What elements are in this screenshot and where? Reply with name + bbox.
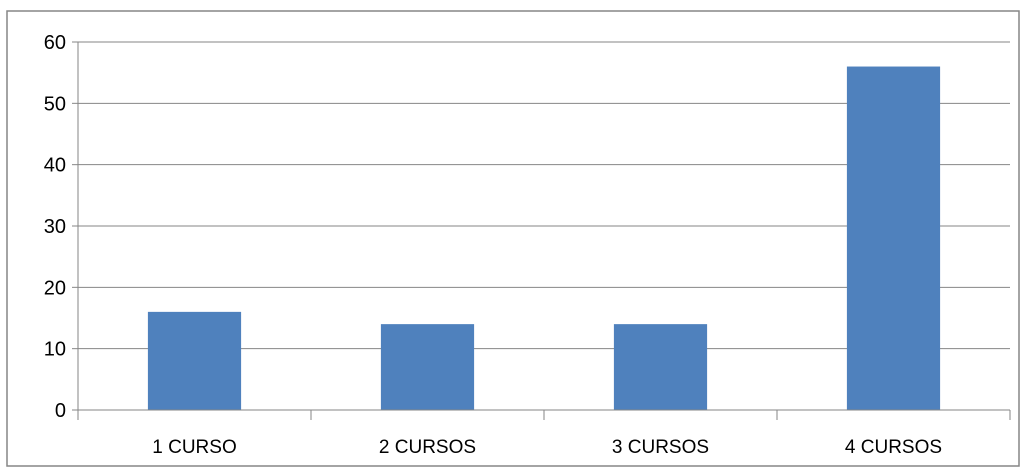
y-tick-label: 20 — [44, 277, 66, 299]
y-tick-labels: 0 10 20 30 40 50 60 — [44, 32, 66, 422]
bar-2 — [380, 324, 475, 410]
x-tick-labels: 1 CURSO 2 CURSOS 3 CURSOS 4 CURSOS — [152, 437, 942, 458]
y-tick-label: 0 — [55, 400, 66, 422]
y-tick-label: 60 — [44, 32, 66, 54]
x-tick-label: 2 CURSOS — [379, 437, 476, 458]
x-tick-label: 4 CURSOS — [845, 437, 942, 458]
bar-4 — [846, 66, 941, 411]
axes — [72, 41, 1011, 420]
y-tick-label: 40 — [44, 155, 66, 177]
x-tick-label: 1 CURSO — [152, 437, 236, 458]
y-tick-label: 30 — [44, 216, 66, 238]
y-tick-label: 50 — [44, 93, 66, 115]
x-tick-label: 3 CURSOS — [612, 437, 709, 458]
y-tick-label: 10 — [44, 339, 66, 361]
bars — [147, 66, 941, 411]
bar-1 — [147, 311, 242, 410]
bar-3 — [613, 324, 708, 410]
